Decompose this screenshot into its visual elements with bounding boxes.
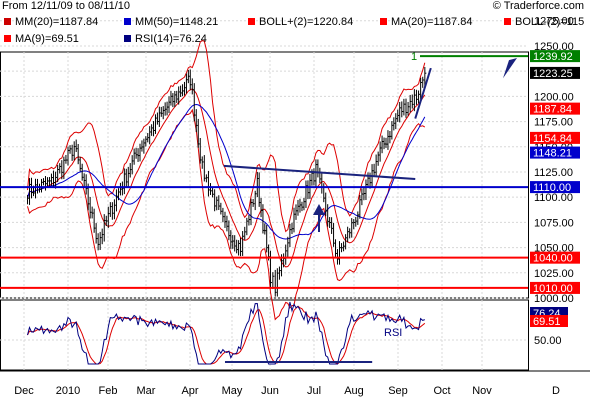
x-tick-label: Jun	[261, 385, 279, 397]
price-panel-frame	[0, 51, 529, 299]
legend-label: MA(9)=69.51	[15, 33, 79, 45]
legend-label: MM(50)=1148.21	[135, 16, 219, 28]
y-tick-label: 1125.00	[534, 167, 573, 179]
breakout-trendline	[414, 67, 432, 119]
x-tick-label: May	[222, 385, 243, 397]
y-tick-label: 1175.00	[534, 117, 573, 129]
bollinger-upper-line	[27, 40, 426, 233]
legend-swatch	[504, 18, 511, 25]
level-label: 1187.84	[533, 104, 572, 116]
y-tick-label: 1100.00	[534, 192, 573, 204]
level-label: 1010.00	[533, 283, 573, 295]
level-label: 1154.84	[533, 133, 572, 145]
rsi-line	[27, 301, 425, 365]
date-range: From 12/11/09 to 08/11/10	[2, 0, 131, 12]
rsi-label: RSI	[384, 327, 402, 339]
legend-swatch	[4, 18, 11, 25]
low-marker-arrow-icon	[313, 204, 325, 215]
level-label-box	[530, 66, 580, 79]
level-label: 1148.21	[533, 148, 572, 160]
level-label: 1223.25	[533, 68, 573, 80]
legend-item: MA(20)=1187.84	[380, 16, 472, 28]
bollinger-lower-line	[27, 108, 426, 321]
level-label: 1040.00	[533, 253, 573, 265]
target-arrow-head	[503, 58, 517, 79]
rsi-value-box	[530, 315, 568, 327]
level-label-box	[530, 50, 580, 63]
legend-label: MM(20)=1187.84	[15, 16, 99, 28]
level-label: 1239.92	[533, 51, 573, 63]
x-tick-label: Sep	[388, 385, 408, 397]
rsi-tick-label: 50.00	[534, 335, 562, 347]
legend-swatch	[248, 18, 255, 25]
x-tick-label: Feb	[99, 385, 118, 397]
legend-item: RSI(14)=76.24	[124, 33, 207, 45]
x-tick-label: Apr	[181, 385, 198, 397]
rsi-value-label: 69.51	[533, 316, 561, 328]
x-tick-label: Mar	[137, 385, 156, 397]
target-annotation: 1	[411, 51, 417, 63]
x-tick-label: Aug	[344, 385, 364, 397]
rsi-panel-frame	[0, 299, 529, 371]
level-label-box	[530, 102, 580, 115]
legend-swatch	[124, 18, 131, 25]
y-tick-label: 1075.00	[534, 217, 574, 229]
y-tick-label: 1200.00	[534, 91, 574, 103]
level-label-box	[530, 146, 580, 159]
level-label-box	[530, 251, 580, 264]
legend-swatch	[380, 18, 387, 25]
x-tick-label: Oct	[433, 385, 450, 397]
ma20-line	[27, 88, 426, 268]
y-tick-label: 1025.00	[534, 268, 574, 280]
legend-label: BOLL-(2)=115	[515, 16, 585, 28]
y-tick-label: 1250.00	[534, 41, 574, 53]
copyright: © Traderforce.com	[492, 0, 584, 12]
level-label: 1110.00	[533, 182, 571, 194]
x-tick-label: Nov	[472, 385, 492, 397]
y-tick-label: 1000.00	[534, 293, 574, 305]
legend-item: BOLL-(2)=115	[504, 16, 584, 28]
x-tick-label: Dec	[14, 385, 34, 397]
legend-item: MA(9)=69.51	[4, 33, 79, 45]
legend-swatch	[4, 35, 11, 42]
y-tick-label: 1050.00	[534, 243, 574, 255]
legend-item: MM(50)=1148.21	[124, 16, 218, 28]
x-tick-label: Jul	[307, 385, 321, 397]
legend-label: MA(20)=1187.84	[391, 16, 473, 28]
x-tick-label: 2010	[56, 385, 80, 397]
price-grid	[0, 20, 528, 299]
legend-label: RSI(14)=76.24	[135, 33, 207, 45]
level-label-box	[530, 131, 580, 144]
legend-label: BOLL+(2)=1220.84	[259, 16, 354, 28]
level-label-box	[530, 281, 580, 294]
x-tick-label: D	[552, 385, 560, 397]
price-bars	[27, 66, 427, 297]
legend-swatch	[124, 35, 131, 42]
level-label-box	[530, 181, 580, 194]
neckline-trendline	[223, 164, 416, 181]
y-tick-label: 1275.00	[534, 16, 574, 28]
legend-item: MM(20)=1187.84	[4, 16, 98, 28]
legend-item: BOLL+(2)=1220.84	[248, 16, 353, 28]
